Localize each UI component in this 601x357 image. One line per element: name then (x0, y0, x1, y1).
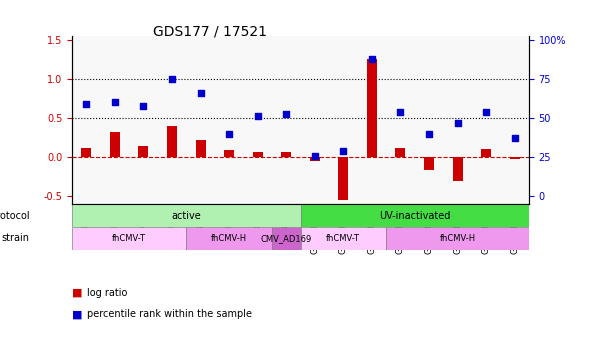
Bar (453, 157, 463, 181)
Bar (424, 157, 434, 171)
FancyBboxPatch shape (386, 227, 529, 250)
Point (253, 114, 263, 119)
Bar (310, 157, 320, 161)
Bar (110, 132, 120, 157)
Bar (224, 150, 234, 157)
Bar (367, 59, 377, 157)
Point (453, 120, 462, 126)
FancyBboxPatch shape (300, 204, 529, 227)
Text: fhCMV-H: fhCMV-H (211, 234, 247, 243)
Text: percentile rank within the sample: percentile rank within the sample (87, 309, 252, 319)
Bar (252, 152, 263, 157)
Text: fhCMV-T: fhCMV-T (112, 234, 146, 243)
Text: UV-inactivated: UV-inactivated (379, 211, 450, 221)
Text: CMV_AD169: CMV_AD169 (261, 234, 312, 243)
Point (281, 111, 291, 117)
FancyBboxPatch shape (300, 227, 386, 250)
Point (481, 110, 491, 115)
Bar (481, 149, 491, 157)
Point (82, 101, 91, 107)
Bar (510, 157, 520, 159)
Bar (338, 157, 349, 200)
Bar (281, 152, 291, 157)
Point (510, 135, 519, 140)
Text: ■: ■ (72, 309, 82, 319)
Text: GDS177 / 17521: GDS177 / 17521 (153, 25, 267, 39)
FancyBboxPatch shape (72, 227, 186, 250)
Point (139, 104, 148, 109)
Bar (138, 146, 148, 157)
Text: strain: strain (1, 233, 29, 243)
Bar (195, 140, 206, 157)
Point (338, 148, 348, 154)
Point (196, 90, 206, 96)
Text: fhCMV-H: fhCMV-H (439, 234, 475, 243)
Point (367, 56, 377, 62)
Point (424, 131, 434, 136)
Point (224, 131, 234, 136)
Text: fhCMV-T: fhCMV-T (326, 234, 361, 243)
Point (310, 153, 320, 159)
FancyBboxPatch shape (72, 204, 300, 227)
Bar (395, 148, 406, 157)
FancyBboxPatch shape (186, 227, 272, 250)
Text: log ratio: log ratio (87, 288, 127, 298)
Text: active: active (171, 211, 201, 221)
Bar (81, 148, 91, 157)
Text: protocol: protocol (0, 211, 29, 221)
Point (110, 100, 120, 105)
Point (395, 110, 405, 115)
FancyBboxPatch shape (272, 227, 300, 250)
Bar (167, 126, 177, 157)
Point (167, 76, 177, 82)
Text: ■: ■ (72, 288, 82, 298)
